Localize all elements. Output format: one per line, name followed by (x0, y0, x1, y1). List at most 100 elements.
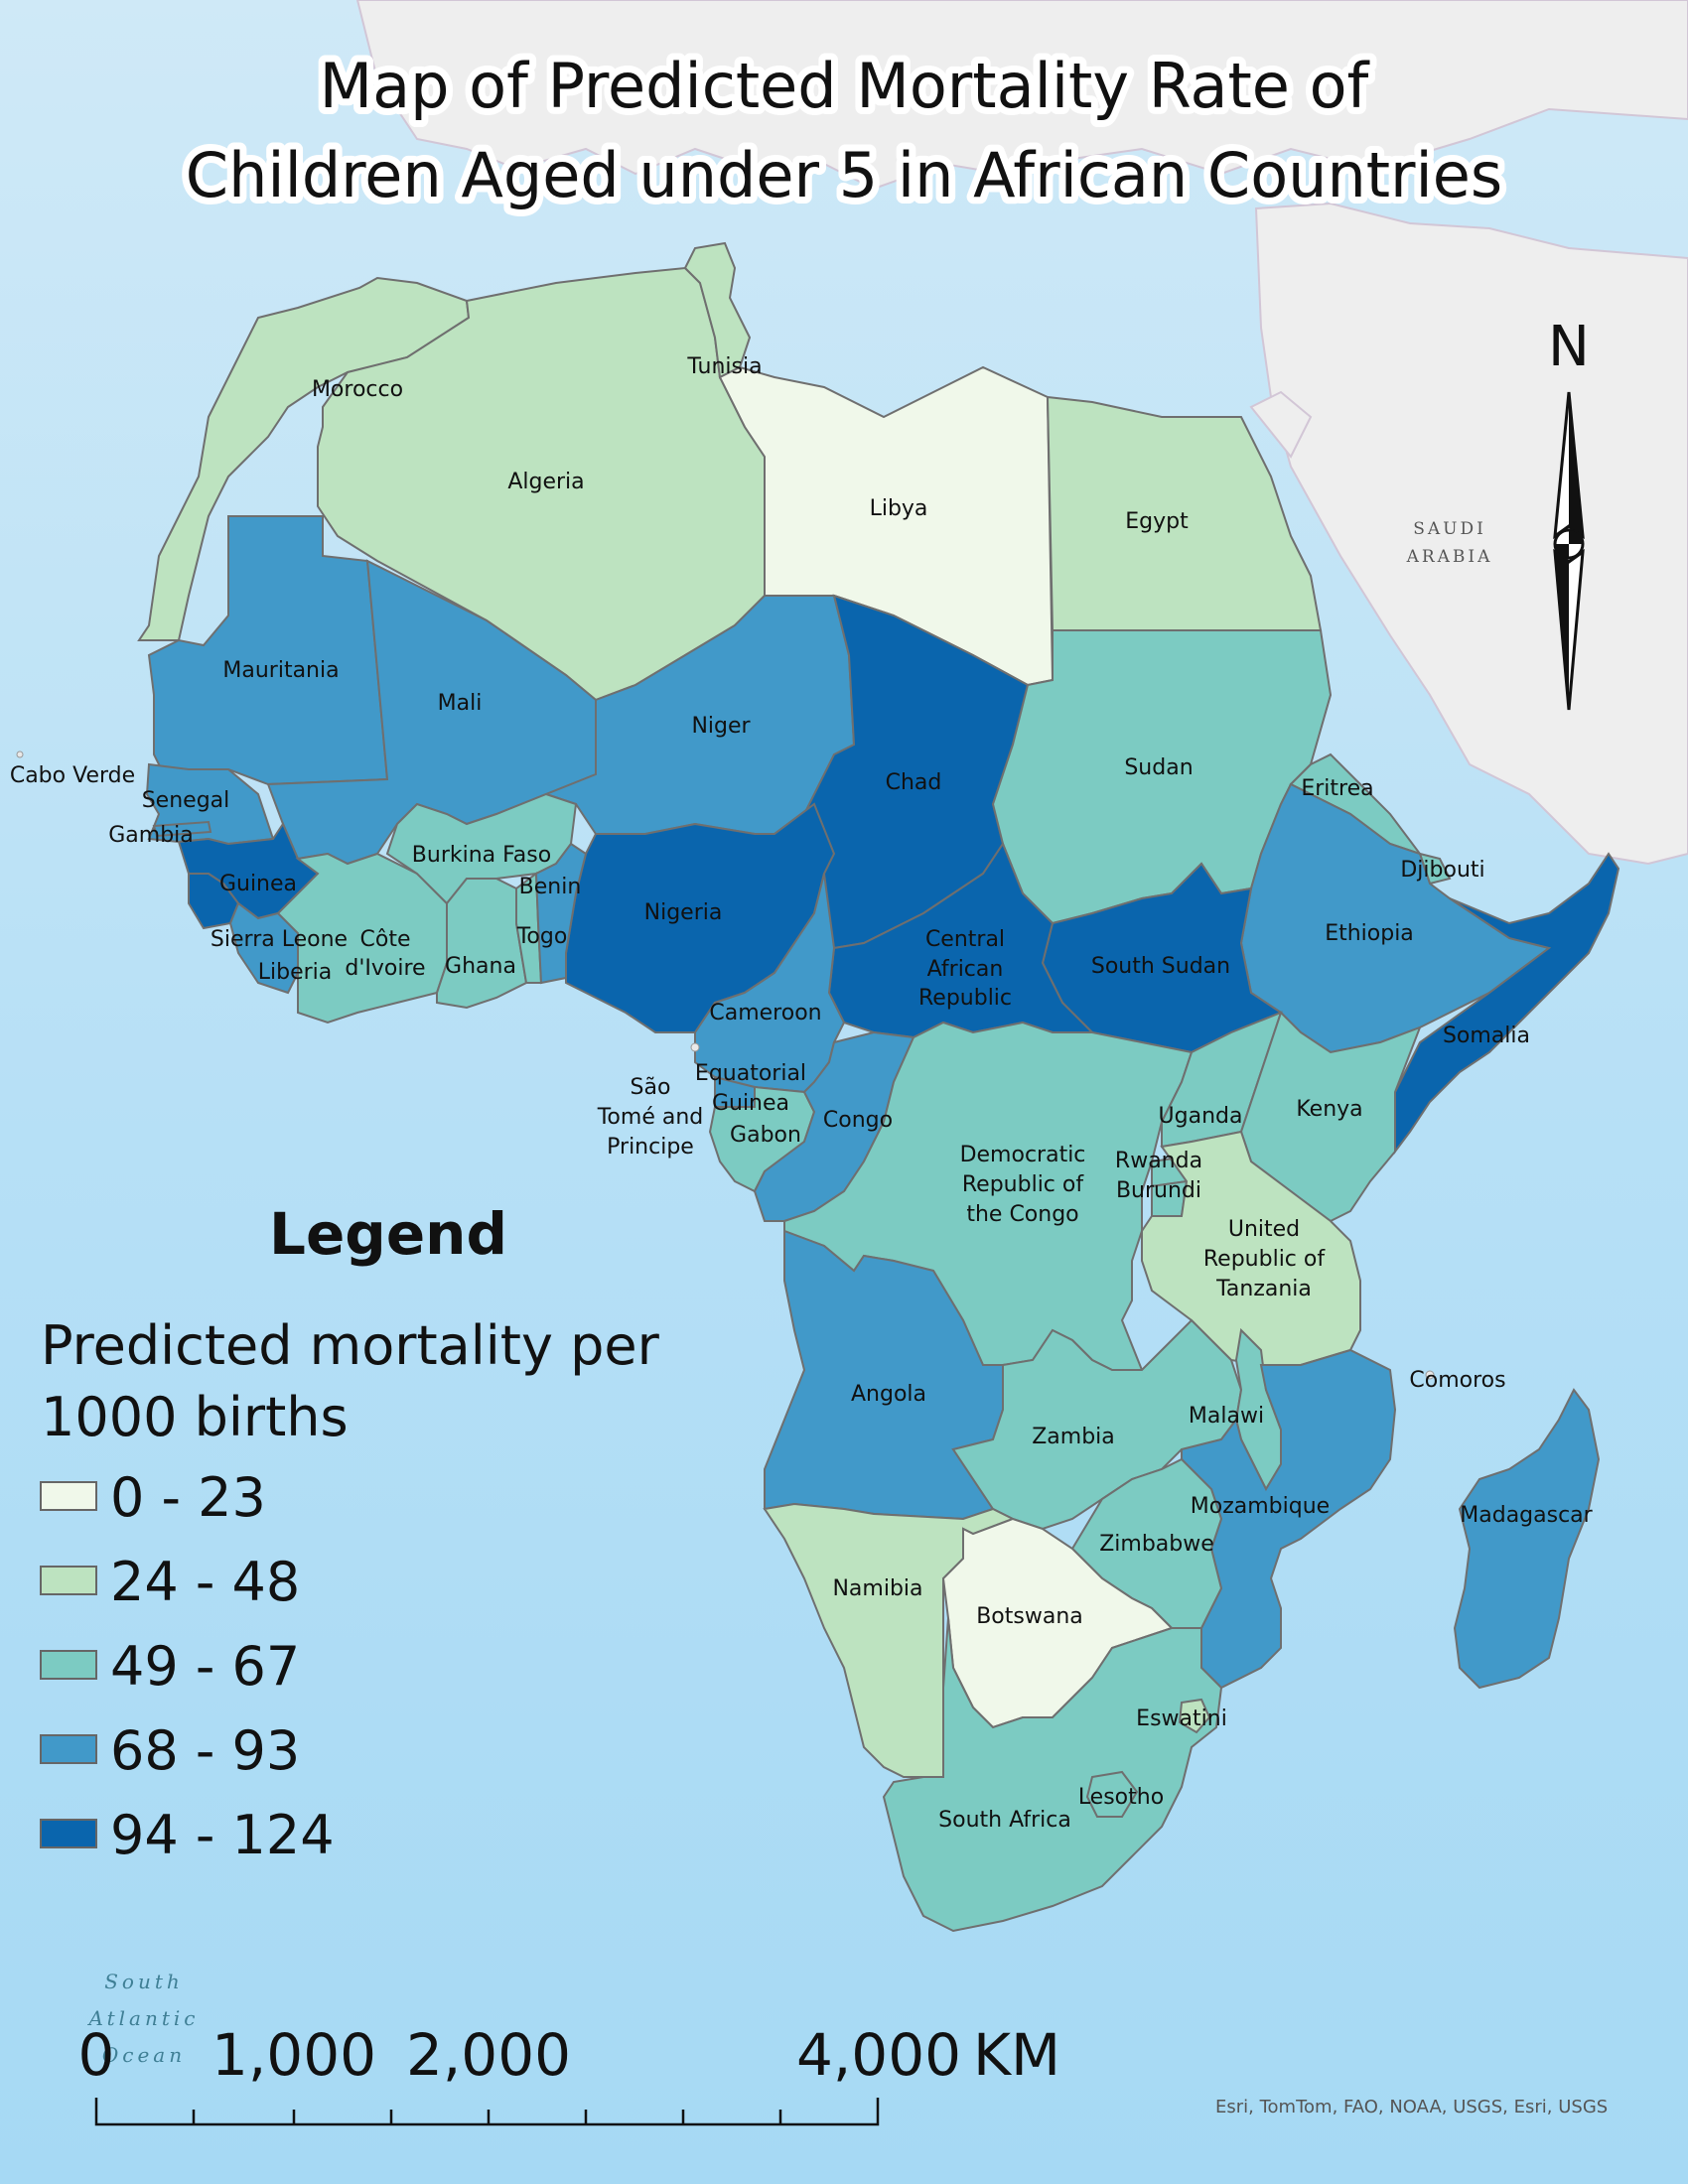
label-civ-1: Côte (360, 927, 411, 952)
label-tanzania-3: Tanzania (1215, 1277, 1312, 1301)
small-islands (16, 751, 1435, 1380)
label-malawi: Malawi (1189, 1404, 1264, 1429)
scale-bar-line (94, 2098, 880, 2126)
label-eq-guinea-1: Equatorial (695, 1061, 806, 1086)
label-angola: Angola (851, 1382, 926, 1407)
legend-label-1: 24 - 48 (110, 1551, 300, 1613)
label-somalia: Somalia (1443, 1024, 1530, 1048)
title-line-1: Map of Predicted Mortality Rate of (320, 50, 1371, 122)
legend-swatch-2 (40, 1650, 97, 1680)
label-sao-tome-2: Tomé and (597, 1105, 704, 1130)
label-mali: Mali (438, 691, 483, 716)
cabo-verde-island[interactable] (16, 751, 24, 758)
legend-swatch-4 (40, 1819, 97, 1848)
label-zimbabwe: Zimbabwe (1099, 1532, 1214, 1557)
label-burundi: Burundi (1116, 1178, 1201, 1203)
country-madagascar[interactable] (1453, 1388, 1601, 1690)
north-arrow-lower-shade (1555, 552, 1569, 710)
label-tanzania-2: Republic of (1203, 1247, 1326, 1272)
country-ghana[interactable] (436, 878, 528, 1010)
ocean-label-1: South (104, 1970, 184, 1993)
country-gambia[interactable] (152, 820, 212, 838)
label-niger: Niger (691, 714, 751, 739)
label-nigeria: Nigeria (644, 900, 723, 925)
label-eswatini: Eswatini (1136, 1706, 1227, 1731)
label-namibia: Namibia (832, 1576, 922, 1601)
scale-label-0: 0 (78, 2021, 115, 2089)
label-uganda: Uganda (1159, 1104, 1243, 1129)
north-arrow-label: N (1548, 315, 1590, 379)
basemap-land (355, 0, 1688, 866)
label-sierra-leone: Sierra Leone (211, 927, 348, 952)
country-lesotho[interactable] (1085, 1770, 1139, 1818)
label-eritrea: Eritrea (1301, 776, 1373, 801)
label-cabo-verde: Cabo Verde (10, 763, 135, 788)
legend-label-0: 0 - 23 (110, 1466, 266, 1529)
label-tunisia: Tunisia (686, 354, 762, 379)
label-drc-3: the Congo (966, 1202, 1078, 1227)
country-somalia[interactable] (1394, 852, 1620, 1155)
label-togo: Togo (516, 924, 568, 949)
label-eq-guinea-2: Guinea (712, 1091, 789, 1116)
country-benin[interactable] (534, 842, 588, 985)
label-cameroon: Cameroon (709, 1001, 821, 1025)
label-car-2: African (927, 957, 1004, 982)
label-burkina-faso: Burkina Faso (412, 843, 551, 868)
legend: Legend Predicted mortality per 1000 birt… (40, 1200, 660, 1866)
middle-east-land (1254, 202, 1688, 866)
country-south-africa[interactable] (882, 1617, 1223, 1933)
north-arrow-upper-shade (1569, 392, 1583, 536)
comoros-island[interactable] (1425, 1370, 1435, 1380)
label-kenya: Kenya (1296, 1097, 1362, 1122)
label-gambia: Gambia (108, 823, 194, 848)
label-zambia: Zambia (1032, 1425, 1115, 1449)
label-djibouti: Djibouti (1400, 858, 1484, 883)
saudi-arabia-label-2: ARABIA (1406, 547, 1493, 567)
legend-label-4: 94 - 124 (110, 1804, 335, 1866)
north-arrow-center-shade (1555, 530, 1583, 558)
label-comoros: Comoros (1409, 1368, 1505, 1393)
label-congo: Congo (823, 1108, 893, 1133)
label-madagascar: Madagascar (1460, 1503, 1593, 1528)
label-drc-2: Republic of (962, 1172, 1084, 1197)
attribution-credits: Esri, TomTom, FAO, NOAA, USGS, Esri, USG… (1215, 2097, 1608, 2117)
europe-land (355, 0, 1688, 191)
label-guinea: Guinea (219, 872, 297, 896)
label-chad: Chad (886, 770, 942, 795)
sinai-land (1249, 390, 1313, 459)
legend-class-4: 94 - 124 (40, 1804, 335, 1866)
label-tanzania-1: United (1228, 1217, 1300, 1242)
legend-heading: Legend (269, 1200, 507, 1268)
label-car-1: Central (925, 927, 1005, 952)
label-sudan: Sudan (1124, 755, 1193, 780)
scale-label-1000: 1,000 (211, 2021, 376, 2089)
legend-swatch-1 (40, 1566, 97, 1595)
label-algeria: Algeria (507, 470, 584, 494)
legend-swatch-0 (40, 1481, 97, 1511)
label-libya: Libya (870, 496, 928, 521)
sao-tome-island[interactable] (690, 1042, 700, 1052)
label-sao-tome-3: Principe (607, 1135, 694, 1160)
saudi-arabia-label-1: SAUDI (1413, 519, 1486, 539)
label-south-sudan: South Sudan (1091, 954, 1230, 979)
title-line-2: Children Aged under 5 in African Countri… (186, 139, 1502, 211)
country-tunisia[interactable] (683, 241, 752, 379)
label-lesotho: Lesotho (1078, 1785, 1164, 1810)
label-mauritania: Mauritania (222, 658, 339, 683)
map-title: Map of Predicted Mortality Rate of Child… (179, 43, 1509, 218)
label-benin: Benin (519, 875, 582, 899)
country-eswatini[interactable] (1178, 1698, 1211, 1734)
country-labels: Morocco Algeria Tunisia Libya Egypt Maur… (10, 354, 1594, 1833)
country-cote-divoire[interactable] (276, 852, 448, 1024)
label-car-3: Republic (918, 986, 1012, 1011)
ocean-label-3: Ocean (102, 2043, 186, 2067)
label-drc-1: Democratic (960, 1143, 1086, 1167)
ocean-label-2: Atlantic (87, 2006, 200, 2030)
label-rwanda: Rwanda (1115, 1149, 1202, 1173)
label-civ-2: d'Ivoire (345, 956, 425, 981)
north-arrow: N (1548, 315, 1590, 711)
legend-subtitle-1: Predicted mortality per (41, 1314, 660, 1377)
scale-label-4000: 4,000 (796, 2021, 961, 2089)
label-mozambique: Mozambique (1191, 1494, 1330, 1519)
country-kenya[interactable] (1239, 1011, 1422, 1223)
